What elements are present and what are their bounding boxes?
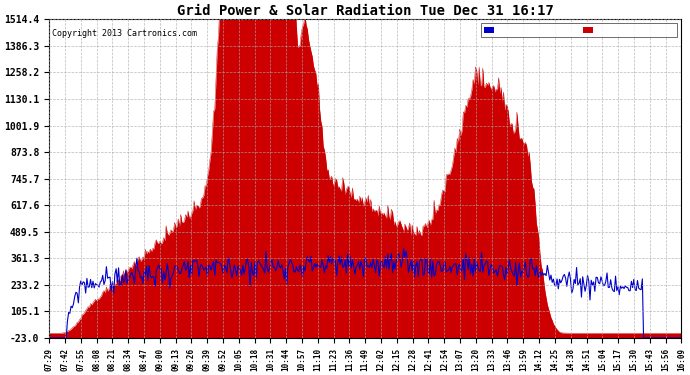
Text: Copyright 2013 Cartronics.com: Copyright 2013 Cartronics.com [52, 29, 197, 38]
Legend: Radiation (w/m2), Grid (AC Watts): Radiation (w/m2), Grid (AC Watts) [482, 24, 677, 38]
Title: Grid Power & Solar Radiation Tue Dec 31 16:17: Grid Power & Solar Radiation Tue Dec 31 … [177, 4, 553, 18]
